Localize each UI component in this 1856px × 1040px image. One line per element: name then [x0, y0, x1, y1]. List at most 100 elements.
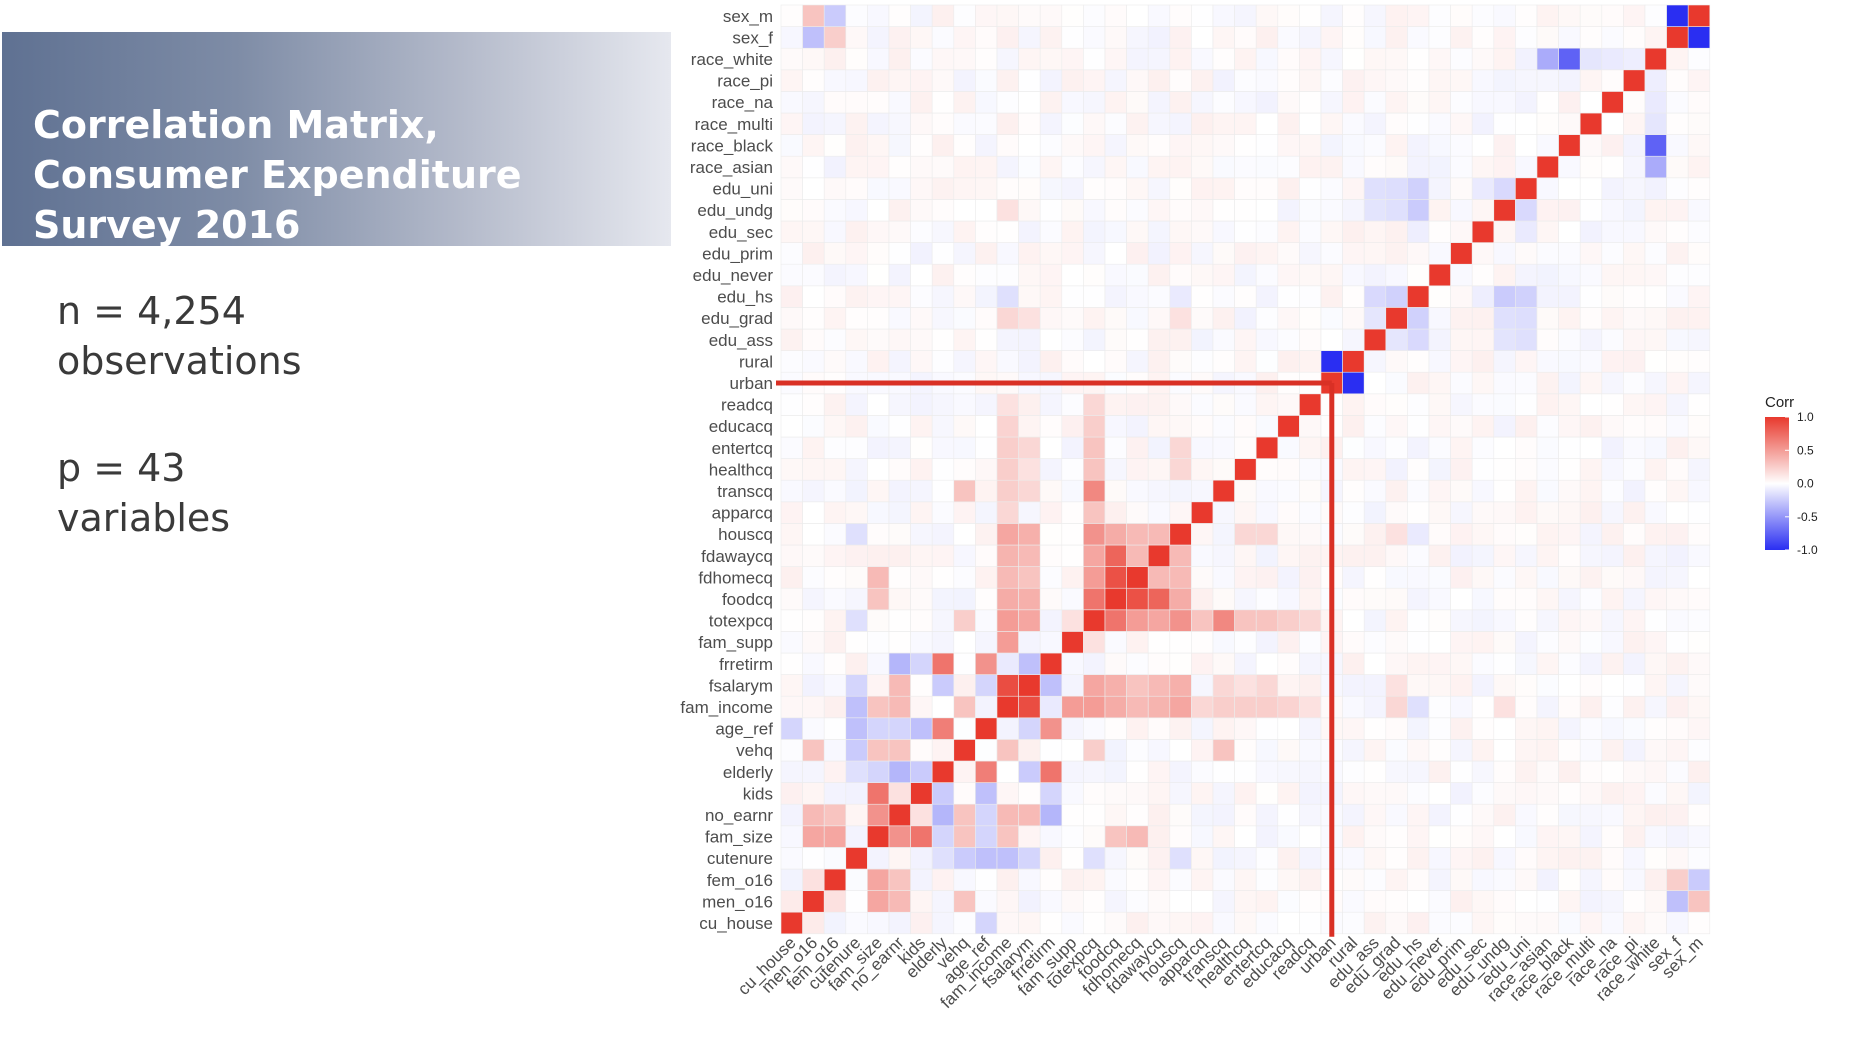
heatmap-cell — [1277, 458, 1300, 481]
heatmap-cell — [1385, 803, 1408, 827]
heatmap-cell — [1407, 501, 1430, 524]
heatmap-cell — [1234, 155, 1257, 179]
heatmap-cell — [802, 825, 825, 848]
heatmap-cell — [1428, 393, 1451, 416]
heatmap-cell — [1666, 631, 1689, 654]
heatmap-cell — [867, 26, 890, 49]
heatmap-cell — [1342, 285, 1365, 308]
heatmap-cell — [1363, 220, 1387, 243]
heatmap-cell — [1234, 91, 1257, 114]
heatmap-cell — [1212, 220, 1235, 243]
heatmap-cell — [1493, 177, 1516, 200]
heatmap-cell — [910, 91, 933, 114]
heatmap-cell — [1385, 674, 1408, 697]
heatmap-cell — [1666, 220, 1689, 243]
heatmap-cell — [867, 587, 890, 611]
heatmap-cell — [1169, 26, 1192, 49]
heatmap-cell — [1666, 177, 1689, 200]
heatmap-cell — [1320, 112, 1343, 135]
heatmap-cell — [1471, 4, 1495, 27]
heatmap-cell — [975, 458, 998, 481]
heatmap-cell — [1212, 263, 1235, 287]
heatmap-cell — [1255, 652, 1279, 675]
heatmap-cell — [1104, 307, 1127, 330]
heatmap-cell — [1471, 26, 1495, 49]
heatmap-cell — [1601, 782, 1624, 805]
heatmap-cell — [867, 760, 890, 783]
heatmap-cell — [1277, 674, 1300, 697]
heatmap-cell — [1515, 544, 1538, 567]
heatmap-cell — [1234, 199, 1257, 222]
heatmap-cell — [1191, 803, 1214, 827]
heatmap-cell — [1623, 26, 1646, 49]
variables-stat: p = 43 variables — [57, 443, 230, 543]
heatmap-cell — [1018, 501, 1041, 524]
heatmap-cell — [1428, 47, 1451, 71]
heatmap-cell — [1212, 328, 1235, 351]
heatmap-cell — [1666, 307, 1689, 330]
heatmap-cell — [910, 717, 933, 740]
heatmap-cell — [1299, 393, 1322, 416]
heatmap-cell — [1083, 609, 1106, 632]
heatmap-cell — [845, 350, 868, 373]
heatmap-cell — [996, 566, 1019, 589]
heatmap-cell — [953, 69, 976, 92]
heatmap-cell — [1471, 47, 1495, 71]
heatmap-cell — [1687, 155, 1711, 179]
heatmap-cell — [1407, 479, 1430, 503]
heatmap-cell — [780, 263, 803, 287]
heatmap-cell — [1234, 674, 1257, 697]
heatmap-cell — [1104, 501, 1127, 524]
heatmap-cell — [1536, 199, 1559, 222]
observations-stat: n = 4,254 observations — [57, 286, 302, 386]
heatmap-cell — [1579, 242, 1603, 265]
heatmap-cell — [1687, 134, 1711, 157]
heatmap-cell — [867, 242, 890, 265]
heatmap-cell — [1579, 307, 1603, 330]
heatmap-cell — [1212, 501, 1235, 524]
heatmap-cell — [1018, 393, 1041, 416]
heatmap-cell — [931, 868, 955, 891]
heatmap-cell — [1169, 803, 1192, 827]
heatmap-cell — [1363, 847, 1387, 870]
heatmap-cell — [1277, 436, 1300, 459]
heatmap-cell — [1363, 803, 1387, 827]
heatmap-cell — [867, 847, 890, 870]
heatmap-cell — [1644, 544, 1667, 567]
heatmap-cell — [1471, 458, 1495, 481]
heatmap-cell — [1363, 307, 1387, 330]
heatmap-cell — [1169, 47, 1192, 71]
heatmap-cell — [1579, 155, 1603, 179]
heatmap-cell — [780, 609, 803, 632]
heatmap-cell — [1061, 523, 1084, 546]
heatmap-cell — [1579, 631, 1603, 654]
heatmap-cell — [1450, 263, 1473, 287]
heatmap-cell — [1255, 26, 1279, 49]
heatmap-cell — [1493, 479, 1516, 503]
heatmap-cell — [1471, 782, 1495, 805]
heatmap-cell — [996, 890, 1019, 913]
heatmap-cell — [1083, 47, 1106, 71]
heatmap-cell — [1083, 350, 1106, 373]
heatmap-cell — [1104, 674, 1127, 697]
heatmap-cell — [1191, 825, 1214, 848]
heatmap-cell — [1083, 890, 1106, 913]
heatmap-cell — [910, 177, 933, 200]
heatmap-cell — [823, 479, 847, 503]
heatmap-cell — [1385, 782, 1408, 805]
heatmap-cell — [1126, 868, 1149, 891]
heatmap-cell — [1299, 868, 1322, 891]
heatmap-cell — [1666, 436, 1689, 459]
heatmap-cell — [953, 285, 976, 308]
heatmap-cell — [1450, 587, 1473, 611]
heatmap-cell — [953, 911, 976, 935]
heatmap-cell — [1018, 479, 1041, 503]
y-tick-label: transcq — [717, 482, 773, 501]
heatmap-cell — [780, 544, 803, 567]
heatmap-cell — [975, 242, 998, 265]
heatmap-cell — [1558, 911, 1581, 935]
heatmap-cell — [1428, 803, 1451, 827]
heatmap-cell — [1450, 544, 1473, 567]
heatmap-cell — [1299, 911, 1322, 935]
heatmap-cell — [910, 911, 933, 935]
